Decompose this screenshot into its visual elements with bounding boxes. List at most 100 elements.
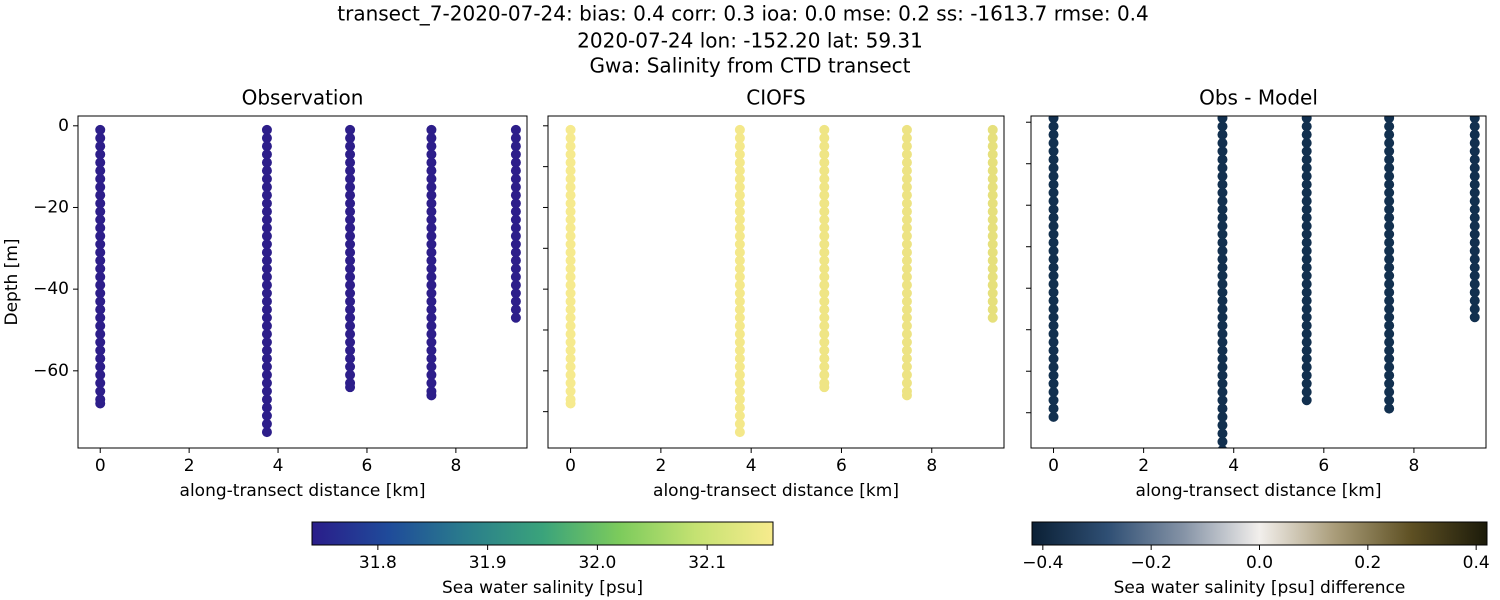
data-point: [819, 247, 830, 258]
data-point: [819, 239, 830, 250]
data-point: [1384, 262, 1395, 273]
data-point: [426, 198, 437, 209]
data-point: [95, 369, 106, 380]
data-point: [1384, 287, 1395, 298]
data-point: [1384, 196, 1395, 207]
data-point: [1217, 345, 1228, 356]
data-point: [565, 263, 576, 274]
data-point: [819, 206, 830, 217]
data-point: [345, 345, 356, 356]
data-point: [734, 263, 745, 274]
data-point: [426, 263, 437, 274]
colorbar-tick-label: 0.0: [1246, 553, 1273, 573]
data-point: [819, 382, 830, 393]
data-point: [1048, 254, 1059, 265]
data-point: [1048, 395, 1059, 406]
data-point: [734, 427, 745, 438]
data-point: [1384, 171, 1395, 182]
data-point: [1301, 295, 1312, 306]
data-point: [1384, 212, 1395, 223]
data-point: [426, 378, 437, 389]
data-point: [1048, 279, 1059, 290]
data-point: [95, 239, 106, 250]
data-point: [1048, 137, 1059, 148]
data-point: [1301, 370, 1312, 381]
data-point: [95, 157, 106, 168]
data-point: [426, 369, 437, 380]
data-point: [1048, 204, 1059, 215]
data-point: [819, 157, 830, 168]
data-point: [426, 165, 437, 176]
data-point: [345, 198, 356, 209]
data-point: [819, 320, 830, 331]
colorbar-fill: [1032, 522, 1487, 545]
data-point: [345, 214, 356, 225]
data-point: [734, 329, 745, 340]
data-point: [510, 288, 521, 299]
data-point: [1048, 337, 1059, 348]
data-point: [1217, 403, 1228, 414]
data-point: [426, 304, 437, 315]
data-point: [1048, 403, 1059, 414]
subplot: Observation along-transect distance [km] D…: [2, 86, 528, 501]
data-point: [901, 288, 912, 299]
data-point: [95, 182, 106, 193]
x-axis-label: along-transect distance [km]: [180, 481, 426, 501]
data-point: [819, 255, 830, 266]
data-point: [95, 320, 106, 331]
data-point: [901, 361, 912, 372]
data-point: [95, 206, 106, 217]
x-tick-label: 8: [926, 456, 937, 476]
data-point: [345, 296, 356, 307]
data-point: [426, 280, 437, 291]
data-point: [426, 157, 437, 168]
colorbar-tick-label: 32.1: [688, 553, 726, 573]
data-point: [1301, 116, 1312, 124]
data-point: [426, 312, 437, 323]
data-point: [1048, 411, 1059, 422]
data-point: [426, 141, 437, 152]
x-tick-label: 6: [836, 456, 847, 476]
data-point: [1217, 436, 1228, 447]
data-point: [734, 173, 745, 184]
data-point: [261, 329, 272, 340]
data-point: [1301, 386, 1312, 397]
colorbar-label: Sea water salinity [psu]: [442, 578, 643, 598]
data-point: [819, 182, 830, 193]
data-point: [95, 312, 106, 323]
data-point: [1048, 370, 1059, 381]
data-point: [1469, 121, 1480, 132]
data-point: [901, 271, 912, 282]
colorbar-tick-label: −0.4: [1022, 553, 1063, 573]
subplot-title: Observation: [242, 86, 364, 110]
data-point: [426, 173, 437, 184]
data-point: [1048, 154, 1059, 165]
data-point: [1301, 328, 1312, 339]
colorbar-tick-label: 31.9: [469, 553, 507, 573]
data-point: [345, 361, 356, 372]
data-point: [510, 247, 521, 258]
data-point: [1469, 137, 1480, 148]
data-point: [1048, 162, 1059, 173]
data-point: [1217, 204, 1228, 215]
data-point: [819, 337, 830, 348]
data-point: [987, 271, 998, 282]
data-point: [819, 173, 830, 184]
data-point: [1048, 328, 1059, 339]
title-line: transect_7-2020-07-24: bias: 0.4 corr: 0…: [337, 2, 1149, 26]
data-point: [261, 304, 272, 315]
data-point: [1384, 378, 1395, 389]
data-point: [261, 124, 272, 135]
data-point: [1469, 212, 1480, 223]
data-point: [819, 149, 830, 160]
data-point: [734, 378, 745, 389]
data-point: [987, 222, 998, 233]
data-point: [1301, 312, 1312, 323]
data-point: [1048, 220, 1059, 231]
data-point: [1301, 146, 1312, 157]
data-point: [1048, 171, 1059, 182]
data-point: [901, 124, 912, 135]
data-point: [901, 337, 912, 348]
data-point: [987, 288, 998, 299]
subplot: CIOFS along-transect distance [km] 0 2 4 6 8: [543, 86, 1005, 501]
